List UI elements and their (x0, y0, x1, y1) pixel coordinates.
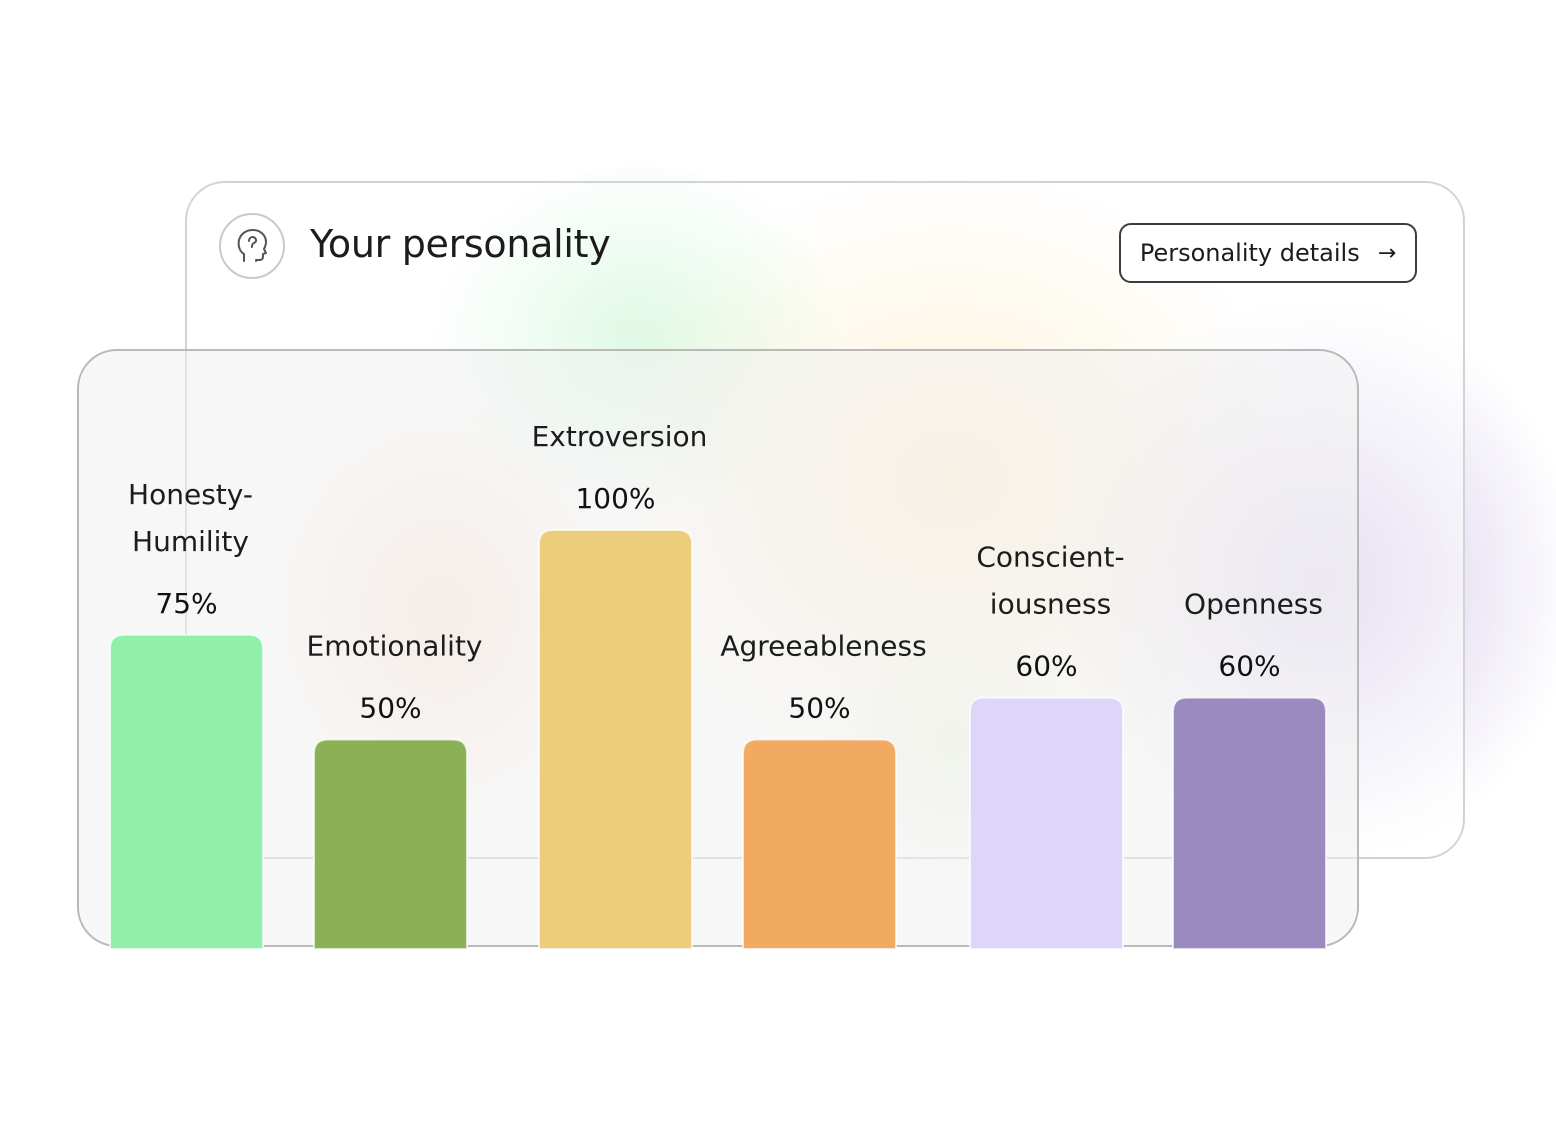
bar-value-label: 50% (359, 692, 421, 725)
arrow-right-icon: → (1377, 240, 1397, 266)
bar-value-label: 60% (1218, 650, 1280, 683)
bar-category-label: Conscient- (976, 541, 1124, 574)
bar-agreeableness (742, 738, 897, 950)
bar-category-label: Agreeableness (720, 630, 926, 663)
bar-honesty-humility (109, 633, 264, 950)
bar-openness (1172, 696, 1327, 950)
bar-value-label: 75% (155, 587, 217, 620)
bar-category-label: Openness (1184, 588, 1323, 621)
bar-value-label: 100% (575, 482, 655, 515)
bar-category-label: Humility (132, 525, 249, 558)
bar-conscientiousness (969, 696, 1124, 950)
bar-category-label: iousness (990, 588, 1111, 621)
personality-details-button[interactable]: Personality details → (1119, 223, 1417, 283)
bar-emotionality (313, 738, 468, 950)
page-title: Your personality (310, 222, 611, 266)
bar-category-label: Honesty- (128, 478, 253, 511)
bar-category-label: Extroversion (532, 420, 708, 453)
bar-extroversion (538, 529, 693, 950)
bar-value-label: 50% (788, 692, 850, 725)
bar-category-label: Emotionality (307, 630, 483, 663)
head-profile-icon (219, 213, 285, 279)
chart-panel (77, 349, 1359, 947)
personality-details-label: Personality details (1139, 239, 1360, 267)
bar-value-label: 60% (1015, 650, 1077, 683)
